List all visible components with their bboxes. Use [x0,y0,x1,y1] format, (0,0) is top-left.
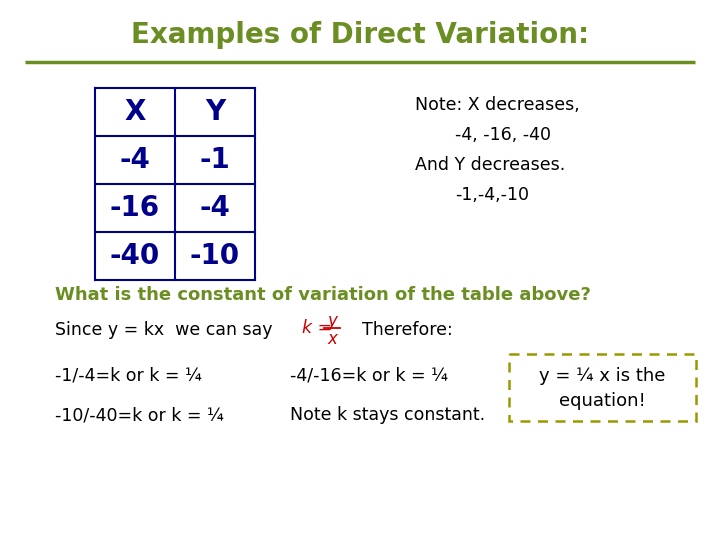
Text: -1: -1 [199,146,230,174]
Text: Note k stays constant.: Note k stays constant. [290,406,485,424]
Text: -10/-40=k or k = ¼: -10/-40=k or k = ¼ [55,406,224,424]
Text: y: y [327,312,337,330]
Text: -10: -10 [190,242,240,270]
Text: What is the constant of variation of the table above?: What is the constant of variation of the… [55,286,591,304]
Text: -4: -4 [120,146,150,174]
Text: X: X [125,98,145,126]
Text: -40: -40 [110,242,160,270]
Text: x: x [327,330,337,348]
Text: -1/-4=k or k = ¼: -1/-4=k or k = ¼ [55,366,202,384]
Text: -4/-16=k or k = ¼: -4/-16=k or k = ¼ [290,366,448,384]
Text: Therefore:: Therefore: [362,321,453,339]
Text: equation!: equation! [559,392,646,409]
FancyBboxPatch shape [509,354,696,421]
Text: Y: Y [205,98,225,126]
Text: Since y = kx  we can say: Since y = kx we can say [55,321,272,339]
Text: -1,-4,-10: -1,-4,-10 [455,186,529,204]
Text: -16: -16 [110,194,160,222]
Text: Note: X decreases,: Note: X decreases, [415,96,580,114]
Text: And Y decreases.: And Y decreases. [415,156,565,174]
Text: k =: k = [302,319,332,337]
Text: -4, -16, -40: -4, -16, -40 [455,126,551,144]
Text: y = ¼ x is the: y = ¼ x is the [539,367,666,386]
Text: -4: -4 [199,194,230,222]
Text: Examples of Direct Variation:: Examples of Direct Variation: [131,21,589,49]
